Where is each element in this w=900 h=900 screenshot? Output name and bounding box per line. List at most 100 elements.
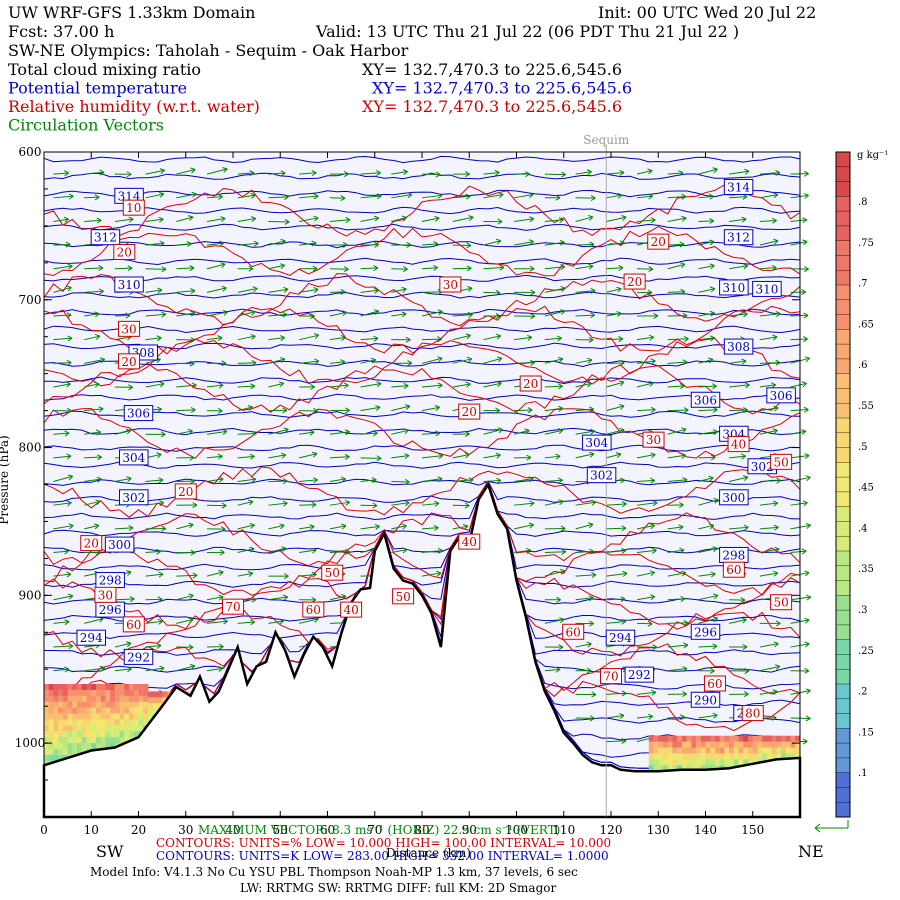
vector	[698, 431, 718, 435]
x-tick-label: 140	[694, 823, 717, 837]
cloud-cell	[110, 731, 116, 738]
vector-head	[222, 309, 228, 316]
vector-head	[774, 664, 781, 671]
vector	[514, 478, 534, 483]
cloud-cell	[62, 725, 69, 732]
cloud-cell	[91, 701, 97, 709]
vector-head	[218, 240, 225, 247]
vector-head	[309, 429, 315, 436]
theta-label-box	[752, 280, 782, 297]
cloud-cell	[129, 707, 135, 715]
vector	[299, 526, 315, 530]
cloud-cell	[696, 759, 702, 766]
cloud-cell	[44, 737, 50, 744]
rh-label-box	[770, 453, 793, 470]
vector	[759, 407, 779, 412]
vector-head	[802, 336, 808, 343]
colorbar-segment	[836, 684, 850, 729]
vector	[53, 502, 72, 506]
vector-head	[373, 215, 380, 222]
theta-label: 306	[770, 389, 793, 403]
vector-head	[98, 265, 104, 272]
cloud-cell	[124, 707, 130, 715]
cloud-cell	[696, 735, 702, 743]
vector-head	[374, 241, 380, 248]
cloud-cell	[681, 741, 688, 749]
vector	[421, 432, 440, 435]
vector	[206, 478, 224, 483]
vector	[606, 453, 621, 459]
rh-label-box	[647, 233, 670, 250]
vector	[698, 337, 715, 341]
vector	[360, 267, 378, 270]
x-tick-label: 120	[600, 823, 623, 837]
vector-head	[648, 266, 654, 273]
vector	[606, 338, 623, 341]
vector	[237, 194, 256, 199]
vector-head	[586, 641, 592, 648]
cloud-cell	[105, 737, 111, 744]
vector	[299, 618, 319, 624]
vector	[483, 428, 503, 435]
cloud-cell	[667, 735, 673, 743]
vector-head	[464, 452, 470, 459]
x-axis: 0 10 20 30 40 50 60 70 80 90 100 110 120 130 140 150	[40, 152, 764, 837]
vector-head	[465, 381, 471, 388]
vector	[544, 287, 566, 293]
theta-line	[43, 359, 801, 368]
cloud-cell	[662, 747, 669, 754]
cloud-cell	[696, 747, 702, 754]
vector-head	[590, 499, 597, 506]
theta-label: 310	[118, 278, 141, 292]
vector	[759, 313, 781, 317]
cloud-cell	[119, 684, 125, 691]
vector-head	[708, 357, 714, 364]
vector-head	[528, 192, 534, 199]
vector-head	[709, 310, 716, 317]
vector-head	[65, 381, 71, 388]
vector-head	[401, 523, 407, 530]
cloud-cell	[86, 707, 92, 715]
vector	[206, 287, 227, 293]
vector	[237, 406, 253, 412]
vector-head	[557, 477, 563, 484]
vector	[790, 524, 811, 530]
vector-head	[67, 335, 73, 342]
vector-head	[586, 667, 592, 674]
vector-head	[283, 286, 289, 293]
vector-head	[156, 406, 162, 413]
vector	[698, 241, 715, 246]
vector-head	[775, 359, 781, 366]
vector-head	[499, 264, 505, 271]
cloud-cell	[724, 753, 730, 760]
rh-line	[43, 466, 801, 518]
cloud-cell	[138, 713, 144, 720]
vector-head	[126, 570, 132, 576]
cloud-cell	[748, 759, 754, 766]
cloud-cell	[58, 689, 64, 697]
field-xy-0: XY= 132.7,470.3 to 225.6,545.6	[362, 60, 622, 79]
cloud-cell	[124, 684, 130, 691]
vector	[114, 314, 131, 317]
vector-head	[559, 568, 566, 575]
vector-head	[649, 594, 656, 601]
theta-line	[43, 393, 801, 401]
x-tick-label: 80	[414, 823, 429, 837]
vector	[698, 617, 718, 624]
vector-head	[401, 215, 408, 222]
vector-head	[526, 334, 533, 341]
cloud-cell	[743, 759, 749, 766]
cloud-cell	[733, 753, 740, 760]
cloud-cell	[110, 737, 116, 744]
vector-head	[435, 430, 441, 437]
vector-head	[679, 383, 685, 390]
vector	[544, 429, 563, 435]
vector-head	[94, 381, 100, 388]
vector-head	[63, 548, 69, 555]
vector	[575, 290, 596, 293]
vector-head	[312, 477, 318, 484]
vector-head	[159, 240, 165, 247]
theta-line	[43, 274, 801, 283]
vector-head	[63, 170, 69, 177]
vector-head	[252, 286, 258, 293]
